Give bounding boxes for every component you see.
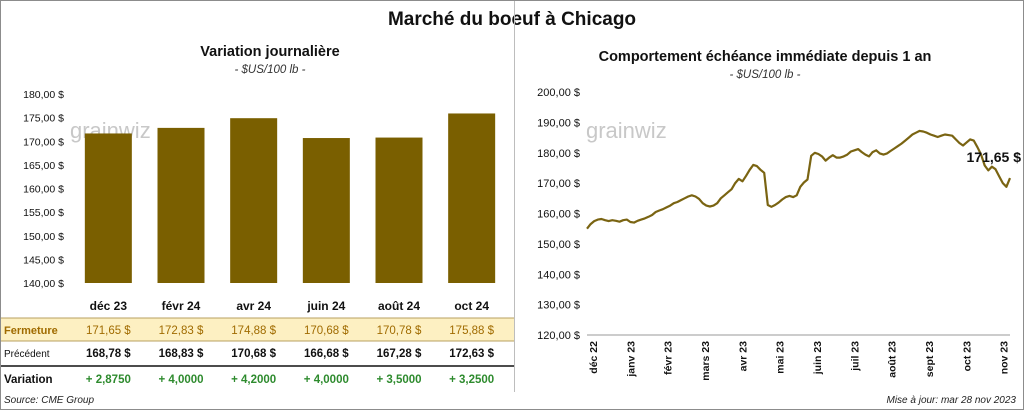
table-cell: 172,83 $ [159, 325, 204, 337]
bar-2 [230, 118, 278, 283]
table-cell: + 2,8750 [86, 374, 131, 386]
bar-5 [448, 113, 496, 283]
last-value-label: 171,65 $ [967, 149, 1022, 165]
watermark-right: grainwiz [586, 118, 667, 143]
table-cell: + 4,2000 [231, 374, 276, 386]
y-tick-label: 155,00 $ [23, 207, 64, 219]
x-tick-label: mai 23 [775, 341, 787, 374]
left-chart-unit: - $US/100 lb - [234, 64, 306, 76]
y-tick-label: 180,00 $ [537, 148, 580, 160]
y-tick-label: 120,00 $ [537, 330, 580, 342]
table-cell: + 3,2500 [449, 374, 494, 386]
table-cell: 168,78 $ [86, 348, 131, 360]
y-tick-label: 140,00 $ [23, 278, 64, 290]
x-tick-label: juin 23 [812, 341, 824, 375]
table-cell: + 4,0000 [304, 374, 349, 386]
y-tick-label: 165,00 $ [23, 160, 64, 172]
right-chart-unit: - $US/100 lb - [729, 69, 801, 81]
source-note: Source: CME Group [4, 395, 95, 406]
bar-3 [302, 138, 350, 283]
right-chart-title: Comportement échéance immédiate depuis 1… [598, 49, 932, 65]
y-tick-label: 200,00 $ [537, 87, 580, 99]
y-tick-label: 150,00 $ [537, 239, 580, 251]
x-tick-label: janv 23 [625, 341, 637, 378]
x-tick-label: déc 23 [90, 299, 128, 313]
x-tick-label: avr 23 [737, 341, 749, 372]
x-tick-label: août 24 [378, 299, 420, 313]
table-cell: 166,68 $ [304, 348, 349, 360]
table-row-label: Précédent [4, 349, 50, 360]
y-tick-label: 180,00 $ [23, 89, 64, 101]
left-chart-title: Variation journalière [200, 44, 340, 60]
y-tick-label: 160,00 $ [23, 184, 64, 196]
y-tick-label: 170,00 $ [537, 178, 580, 190]
x-tick-label: sept 23 [924, 341, 936, 377]
y-tick-label: 150,00 $ [23, 231, 64, 243]
fermeture-row-bg [1, 318, 515, 341]
x-tick-label: févr 23 [663, 341, 675, 375]
x-tick-label: juil 23 [849, 341, 861, 372]
y-tick-label: 170,00 $ [23, 136, 64, 148]
main-title: Marché du boeuf à Chicago [387, 9, 637, 30]
table-cell: 171,65 $ [86, 325, 131, 337]
x-tick-label: oct 23 [961, 341, 973, 372]
right-line-chart: grainwiz 120,00 $ 130,00 $ 140,00 $ 150,00 $… [537, 87, 1022, 381]
x-tick-label: oct 24 [454, 299, 489, 313]
table-row-label: Fermeture [4, 325, 58, 337]
table-cell: 168,83 $ [159, 348, 204, 360]
y-tick-label: 190,00 $ [537, 117, 580, 129]
x-tick-label: avr 24 [236, 299, 271, 313]
x-tick-label: nov 23 [999, 341, 1011, 374]
x-tick-label: août 23 [887, 341, 899, 378]
table-cell: 172,63 $ [449, 348, 494, 360]
bar-1 [157, 127, 205, 283]
x-tick-label: mars 23 [700, 341, 712, 381]
y-tick-label: 140,00 $ [537, 269, 580, 281]
table-cell: + 4,0000 [158, 374, 203, 386]
bar-0 [84, 133, 132, 283]
x-tick-label: déc 22 [588, 341, 600, 374]
x-tick-label: févr 24 [162, 299, 201, 313]
x-tick-label: juin 24 [306, 299, 345, 313]
table-cell: 175,88 $ [449, 325, 494, 337]
y-tick-label: 160,00 $ [537, 209, 580, 221]
table-cell: 170,78 $ [377, 325, 422, 337]
table-cell: 174,88 $ [231, 325, 276, 337]
price-line [586, 129, 1012, 230]
update-note: Mise à jour: mar 28 nov 2023 [886, 395, 1016, 406]
table-cell: 170,68 $ [231, 348, 276, 360]
table-cell: 170,68 $ [304, 325, 349, 337]
y-tick-label: 175,00 $ [23, 113, 64, 125]
y-tick-label: 145,00 $ [23, 254, 64, 266]
table-cell: + 3,5000 [376, 374, 421, 386]
table-row-label: Variation [4, 374, 53, 386]
bar-4 [375, 137, 423, 283]
table-cell: 167,28 $ [377, 348, 422, 360]
y-tick-label: 130,00 $ [537, 300, 580, 312]
